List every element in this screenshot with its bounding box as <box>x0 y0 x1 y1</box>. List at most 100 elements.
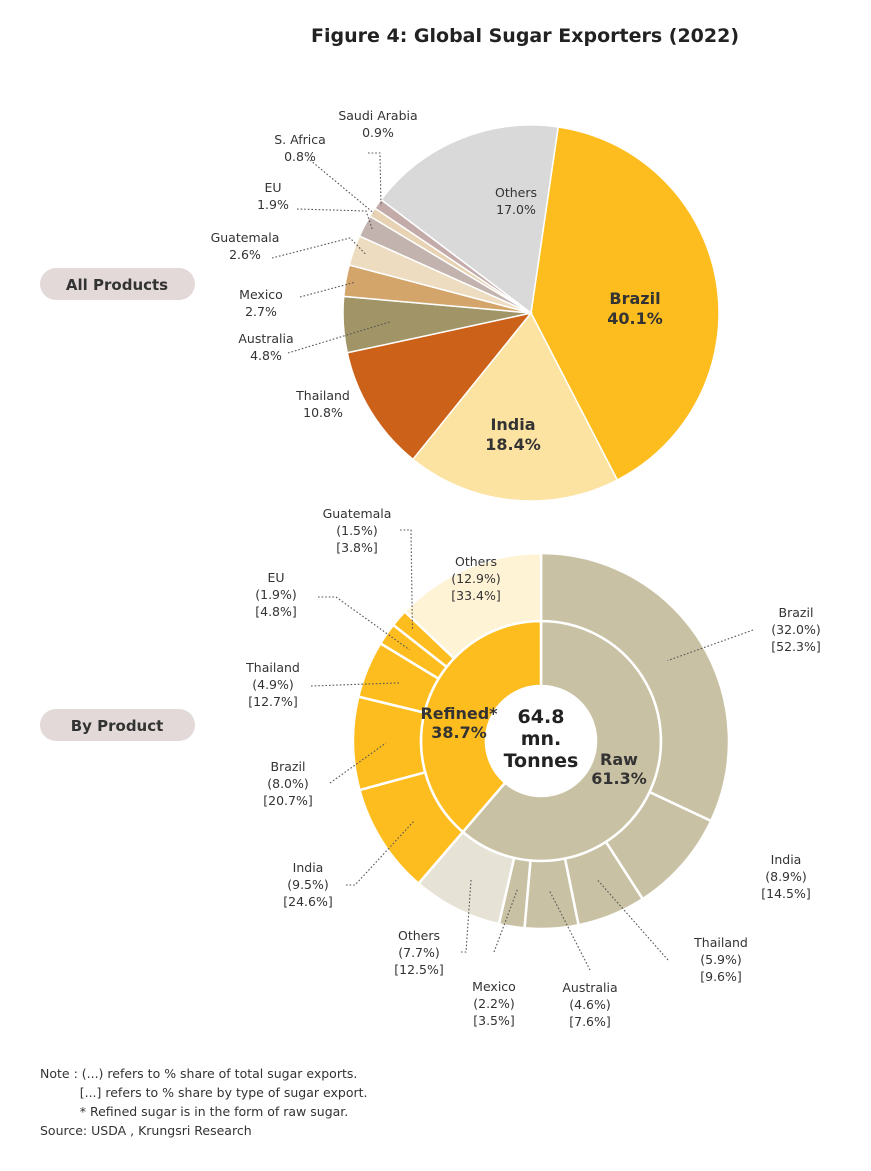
label-india-line: 18.4% <box>485 435 541 454</box>
outer-label-refined-others-line: (12.9%) <box>451 571 500 586</box>
inner-label-refined-line: 38.7% <box>431 723 487 742</box>
outer-label-refined-india-line: (9.5%) <box>287 877 329 892</box>
outer-label-raw-brazil-line: [52.3%] <box>771 639 820 654</box>
leader-refined-eu <box>318 596 410 651</box>
outer-label-raw-others-line: Others <box>398 928 440 943</box>
pill-all-products: All Products <box>40 268 195 300</box>
inner-label-raw: Raw 61.3% <box>591 750 647 788</box>
by-product-labels: 64.8 mn. Tonnes Raw 61.3% Refined* 38.7% Brazil… <box>245 506 821 1029</box>
inner-label-refined: Refined* 38.7% <box>420 704 498 742</box>
outer-label-raw-others: Others (7.7%) [12.5%] <box>394 928 443 977</box>
outer-label-raw-australia: Australia (4.6%) [7.6%] <box>562 980 617 1029</box>
leader-saudi-arabia <box>368 152 382 207</box>
pill-all-products-label: All Products <box>66 276 168 294</box>
leader-mexico <box>299 281 356 298</box>
label-india-line: India <box>490 415 535 434</box>
pill-by-product-label: By Product <box>71 717 164 735</box>
note-line: Note : (...) refers to % share of total … <box>40 1066 358 1081</box>
label-others-line: 17.0% <box>496 202 536 217</box>
label-india: India 18.4% <box>485 415 541 454</box>
outer-label-raw-mexico-line: Mexico <box>472 979 516 994</box>
label-s-africa: S. Africa 0.8% <box>274 132 326 164</box>
outer-label-refined-others-line: Others <box>455 554 497 569</box>
outer-label-refined-thailand: Thailand (4.9%) [12.7%] <box>245 660 300 709</box>
label-s-africa-line: 0.8% <box>284 149 316 164</box>
label-mexico-line: 2.7% <box>245 304 277 319</box>
label-australia: Australia 4.8% <box>238 331 293 363</box>
center-total-label-line: 64.8 <box>518 706 565 728</box>
label-eu: EU 1.9% <box>257 180 289 212</box>
leader-refined-thailand <box>310 682 401 687</box>
by-product-donut <box>351 551 731 931</box>
outer-label-refined-guatemala: Guatemala (1.5%) [3.8%] <box>323 506 392 555</box>
leader-refined-guatemala <box>400 529 413 630</box>
outer-label-raw-brazil-line: Brazil <box>779 605 814 620</box>
outer-label-refined-others-line: [33.4%] <box>451 588 500 603</box>
outer-label-refined-others: Others (12.9%) [33.4%] <box>451 554 500 603</box>
label-thailand: Thailand 10.8% <box>295 388 350 420</box>
pie-slice-others <box>380 124 560 315</box>
outer-label-refined-brazil: Brazil (8.0%) [20.7%] <box>263 759 312 808</box>
outer-label-refined-eu-line: (1.9%) <box>255 587 297 602</box>
outer-label-refined-eu-line: [4.8%] <box>255 604 297 619</box>
center-total-label-line: Tonnes <box>504 750 579 772</box>
leader-eu <box>296 208 374 231</box>
outer-label-raw-thailand-line: [9.6%] <box>700 969 742 984</box>
label-australia-line: 4.8% <box>250 348 282 363</box>
label-others-line: Others <box>495 185 537 200</box>
label-brazil: Brazil 40.1% <box>607 289 663 328</box>
source-line: Source: USDA , Krungsri Research <box>40 1123 252 1138</box>
inner-label-raw-line: Raw <box>600 750 638 769</box>
outer-label-refined-guatemala-line: [3.8%] <box>336 540 378 555</box>
outer-label-refined-thailand-line: [12.7%] <box>248 694 297 709</box>
outer-label-raw-brazil-line: (32.0%) <box>771 622 820 637</box>
outer-ring-raw-brazil <box>539 551 731 823</box>
pill-by-product: By Product <box>40 709 195 741</box>
outer-label-refined-brazil-line: (8.0%) <box>267 776 309 791</box>
leader-refined-brazil <box>329 742 387 784</box>
label-brazil-line: 40.1% <box>607 309 663 328</box>
outer-label-raw-india-line: [14.5%] <box>761 886 810 901</box>
all-products-labels: Brazil 40.1% India 18.4% Others 17.0% Thailand… <box>211 108 663 454</box>
label-mexico-line: Mexico <box>239 287 283 302</box>
outer-label-raw-thailand-line: (5.9%) <box>700 952 742 967</box>
chart-title: Figure 4: Global Sugar Exporters (2022) <box>311 25 739 47</box>
leader-s-africa <box>309 159 375 214</box>
outer-label-refined-brazil-line: [20.7%] <box>263 793 312 808</box>
outer-label-raw-mexico-line: (2.2%) <box>473 996 515 1011</box>
note-line: [...] refers to % share by type of sugar… <box>40 1085 368 1100</box>
outer-label-refined-india-line: India <box>293 860 324 875</box>
pie-slice-thailand <box>346 311 533 461</box>
footnotes: Note : (...) refers to % share of total … <box>40 1064 367 1140</box>
outer-label-refined-thailand-line: (4.9%) <box>252 677 294 692</box>
inner-label-refined-line: Refined* <box>420 704 498 723</box>
center-total-label: 64.8 mn. Tonnes <box>504 706 579 772</box>
outer-ring-refined-others <box>402 551 543 661</box>
label-guatemala: Guatemala 2.6% <box>211 230 280 262</box>
donut-center <box>486 686 596 796</box>
outer-label-refined-guatemala-line: Guatemala <box>323 506 392 521</box>
label-eu-line: EU <box>264 180 281 195</box>
inner-label-raw-line: 61.3% <box>591 769 647 788</box>
outer-label-raw-india-line: (8.9%) <box>765 869 807 884</box>
label-mexico: Mexico 2.7% <box>239 287 283 319</box>
pie-slice-brazil <box>530 126 720 482</box>
center-total-label-line: mn. <box>521 728 562 750</box>
all-products-pie <box>342 124 720 502</box>
outer-label-refined-brazil-line: Brazil <box>271 759 306 774</box>
label-saudi-arabia-line: Saudi Arabia <box>338 108 417 123</box>
leader-raw-mexico <box>493 888 519 953</box>
label-s-africa-line: S. Africa <box>274 132 326 147</box>
outer-label-raw-india-line: India <box>771 852 802 867</box>
note-line: * Refined sugar is in the form of raw su… <box>40 1104 349 1119</box>
outer-label-raw-thailand: Thailand (5.9%) [9.6%] <box>693 935 748 984</box>
outer-label-raw-brazil: Brazil (32.0%) [52.3%] <box>771 605 820 654</box>
outer-label-raw-others-line: [12.5%] <box>394 962 443 977</box>
outer-label-refined-thailand-line: Thailand <box>245 660 300 675</box>
leader-raw-australia <box>548 890 591 971</box>
leader-guatemala <box>271 237 367 259</box>
label-others: Others 17.0% <box>495 185 537 217</box>
outer-label-raw-australia-line: [7.6%] <box>569 1014 611 1029</box>
outer-label-refined-eu-line: EU <box>267 570 284 585</box>
pie-slice-india <box>411 311 619 502</box>
